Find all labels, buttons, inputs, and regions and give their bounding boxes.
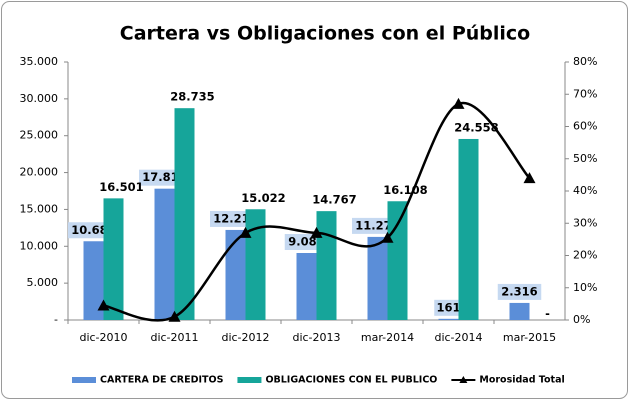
marker [452, 97, 465, 109]
y2-tick-label: 70% [573, 87, 597, 100]
y-tick-label: 30.000 [20, 92, 59, 105]
value-label: 16.108 [383, 183, 427, 197]
legend-swatch [459, 376, 468, 383]
y2-tick-label: 60% [573, 120, 597, 133]
legend-swatch [237, 377, 262, 383]
value-label-box [434, 299, 463, 316]
marker [523, 172, 536, 184]
y-tick-label: 35.000 [20, 55, 59, 68]
value-label: 15.022 [241, 191, 285, 205]
y2-tick-label: 80% [573, 55, 597, 68]
bar [225, 229, 246, 320]
y-tick-label: 5.000 [27, 276, 59, 289]
bar [174, 108, 195, 320]
y2-tick-label: 40% [573, 184, 597, 197]
x-tick-label: dic-2013 [292, 331, 340, 344]
bar [316, 211, 337, 320]
marker [97, 299, 110, 311]
marker [168, 310, 181, 322]
y-tick-label: 15.000 [20, 202, 59, 215]
value-label: 9.089 [288, 235, 324, 249]
value-label: 28.735 [170, 90, 214, 104]
y2-tick-label: 20% [573, 249, 597, 262]
x-tick-label: mar-2014 [361, 331, 414, 344]
bar [154, 188, 175, 320]
legend-label: CARTERA DE CREDITOS [100, 375, 224, 386]
value-label: 2.316 [501, 284, 537, 298]
y2-tick-label: 10% [573, 281, 597, 294]
legend-label: OBLIGACIONES CON EL PUBLICO [265, 375, 437, 386]
value-label: 16.501 [99, 180, 143, 194]
value-label: 161 [436, 300, 460, 314]
bar [387, 201, 408, 320]
x-tick-label: dic-2012 [221, 331, 269, 344]
y-tick-label: 25.000 [20, 129, 59, 142]
legend-swatch [72, 377, 96, 383]
bar [83, 241, 104, 320]
y2-tick-label: 0% [573, 313, 590, 326]
legend-label: Morosidad Total [479, 375, 564, 386]
x-tick-label: dic-2011 [150, 331, 198, 344]
y2-tick-label: 50% [573, 152, 597, 165]
marker [381, 231, 394, 243]
x-tick-label: mar-2015 [503, 331, 556, 344]
x-tick-label: dic-2010 [79, 331, 127, 344]
marker [310, 226, 323, 238]
bar [509, 302, 530, 320]
value-label: - [545, 307, 550, 321]
y-tick-label: 20.000 [20, 166, 59, 179]
value-label-box [497, 283, 542, 300]
value-label: 24.558 [454, 120, 498, 134]
value-label: 14.767 [312, 193, 356, 207]
y-tick-label: - [54, 313, 58, 326]
bar [367, 236, 388, 320]
y-tick-label: 10.000 [20, 239, 59, 252]
y2-tick-label: 30% [573, 216, 597, 229]
bar [438, 318, 459, 320]
marker [239, 226, 252, 238]
x-tick-label: dic-2014 [434, 331, 482, 344]
bar [296, 253, 317, 320]
bar [103, 198, 124, 320]
chart-title: Cartera vs Obligaciones con el Público [120, 23, 530, 45]
bar [458, 138, 479, 320]
